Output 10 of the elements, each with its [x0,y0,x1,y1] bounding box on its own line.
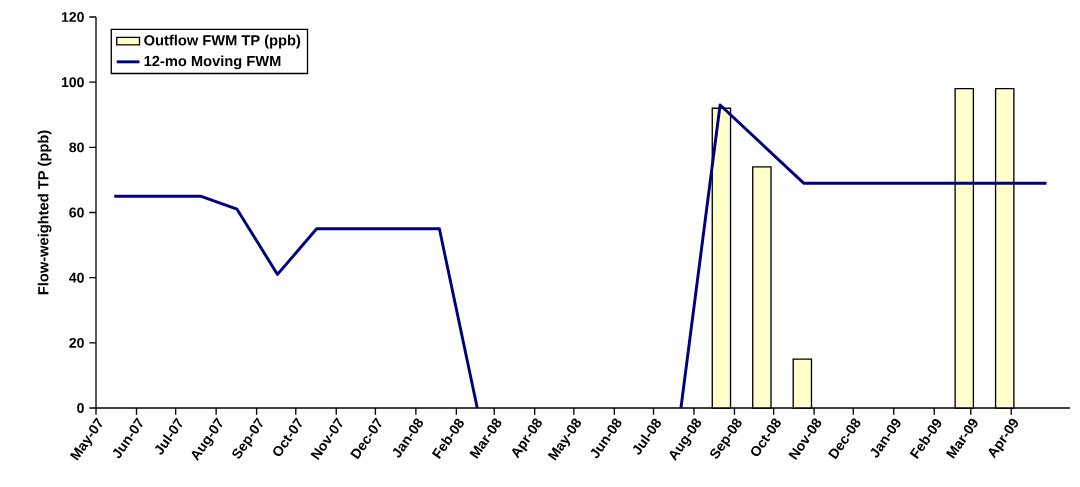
legend-label: Outflow FWM TP (ppb) [144,34,301,49]
y-tick-label: 120 [61,12,84,22]
legend-label: 12-mo Moving FWM [144,55,281,70]
y-tick-label: 100 [61,77,84,88]
y-tick-label: 60 [69,207,84,218]
y-tick-label: 20 [69,337,84,348]
y-tick-label: 80 [69,142,84,153]
y-tick-label: 0 [77,403,84,413]
y-tick-label: 40 [69,272,84,283]
y-axis-title: Flow-weighted TP (ppb) [37,130,52,295]
